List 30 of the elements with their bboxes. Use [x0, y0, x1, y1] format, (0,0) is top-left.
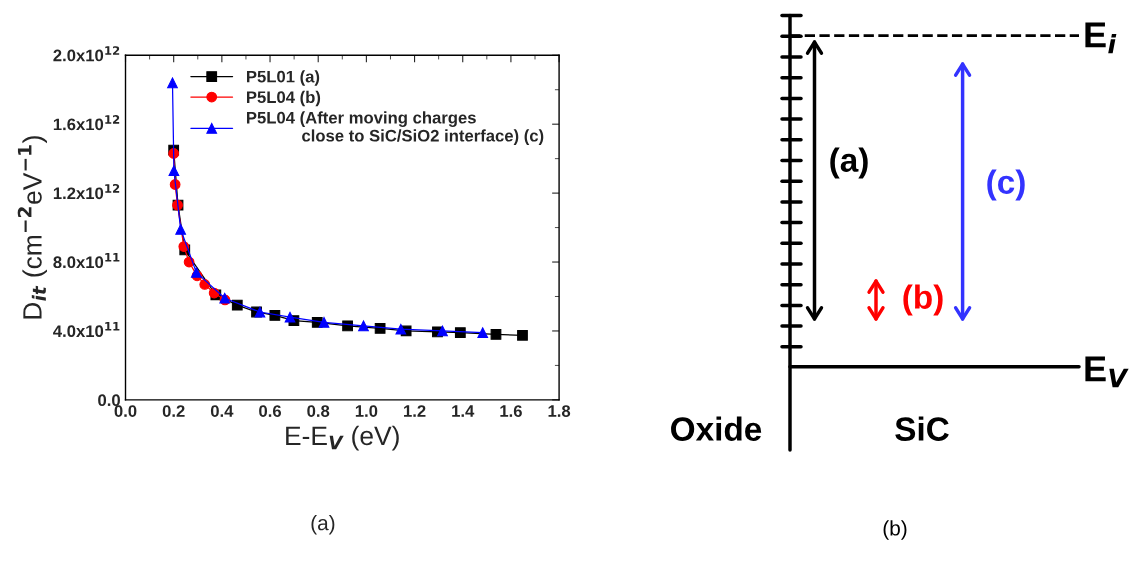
- x-tick-label: 0.2: [162, 405, 185, 417]
- x-tick-label: 0.8: [307, 405, 330, 417]
- y-tick-label: 8.0x10$^{11}$: [53, 253, 120, 269]
- text: E$_{V}$: [1085, 356, 1129, 388]
- text: Oxide: [671, 416, 762, 441]
- legend-label: P5L04 (After moving charges close to SiC/SiO2 interface) (c): [247, 111, 544, 145]
- text: (b): [883, 520, 907, 540]
- y-tick-label: 0.0: [98, 394, 120, 407]
- y-tick-label: 1.6x10$^{12}$: [53, 115, 120, 131]
- text: (c): [987, 169, 1025, 201]
- x-tick-label: 1.8: [548, 405, 571, 417]
- y-axis-title: D$_{it}$ (cm$^{−2}$eV$^{−1}$): [17, 136, 47, 319]
- x-tick-label: 0.6: [259, 405, 282, 417]
- text: SiC: [895, 416, 949, 441]
- x-axis-title: E-E$_{V}$ (eV): [286, 425, 399, 451]
- x-tick-label: 1.0: [355, 405, 378, 417]
- x-tick-label: 0.0: [114, 405, 137, 417]
- text: (b): [903, 284, 943, 316]
- y-tick-label: 4.0x10$^{11}$: [53, 321, 120, 338]
- legend-label: P5L01 (a): [247, 70, 320, 86]
- x-tick-label: 1.2: [404, 405, 426, 417]
- text: (a): [830, 147, 868, 179]
- y-tick-label: 2.0x10$^{12}$: [53, 46, 120, 62]
- text: E$_{i}$: [1085, 22, 1117, 54]
- text: (a): [311, 515, 335, 535]
- x-tick-label: 1.6: [500, 405, 522, 417]
- y-tick-label: 1.2x10$^{12}$: [53, 183, 120, 200]
- legend-label: P5L04 (b): [247, 90, 321, 107]
- x-tick-label: 0.4: [210, 405, 234, 417]
- x-tick-label: 1.4: [452, 405, 475, 417]
